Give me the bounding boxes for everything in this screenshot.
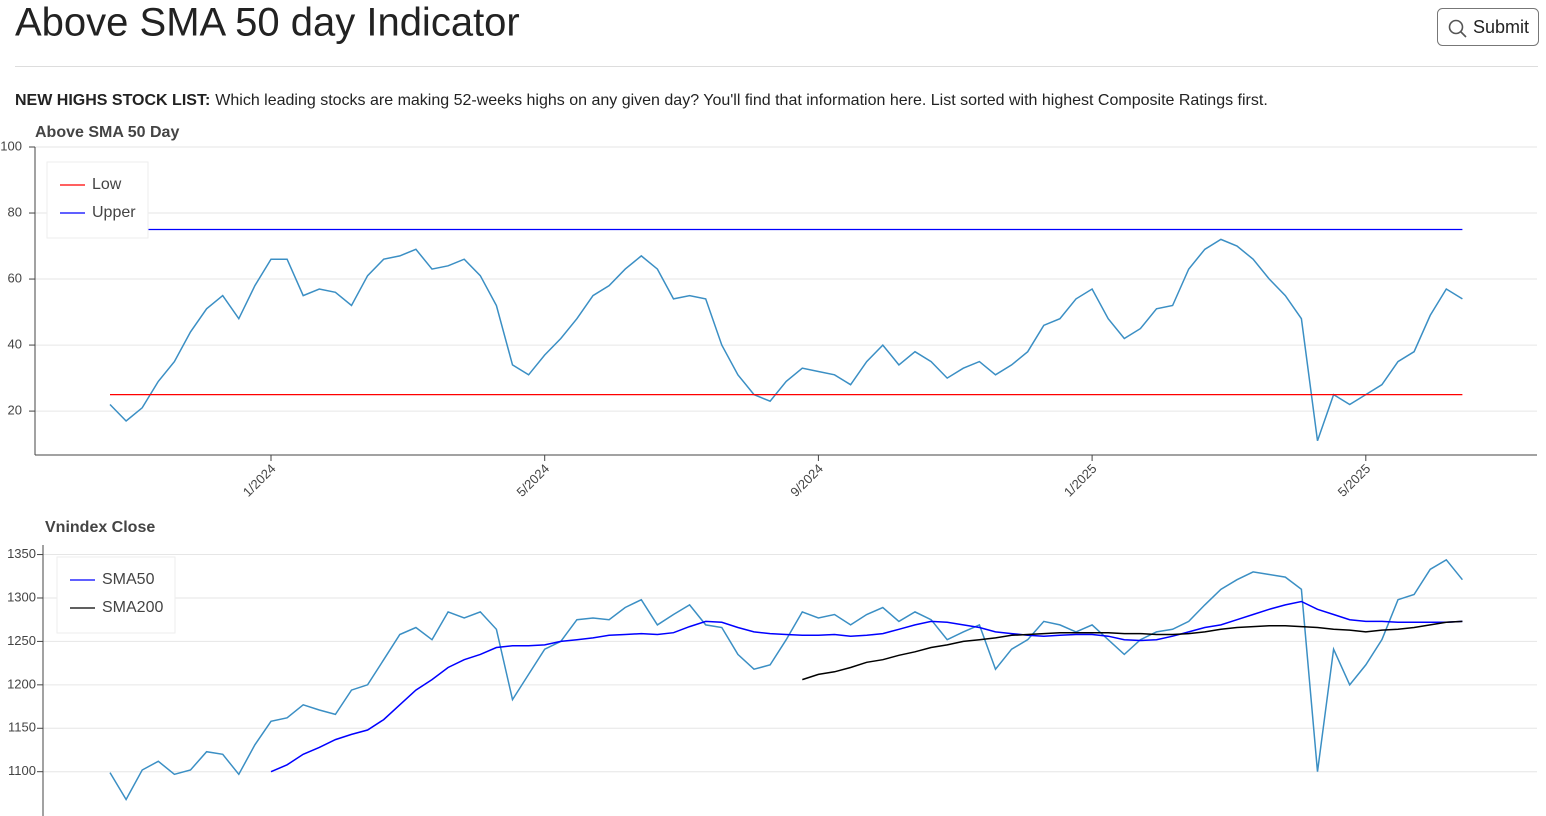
button-label[interactable]: Submit xyxy=(1473,17,1529,37)
x-tick-label: 9/2024 xyxy=(787,461,826,500)
legend-label: Low xyxy=(92,176,122,193)
chart-title: Vnindex Close xyxy=(45,519,155,536)
legend xyxy=(46,161,149,239)
series-line xyxy=(270,600,1463,773)
intro-text: Which leading stocks are making 52-weeks… xyxy=(215,92,1268,109)
legend xyxy=(56,556,176,634)
search-icon[interactable] xyxy=(1448,19,1464,35)
y-tick-label: 1100 xyxy=(8,763,36,778)
intro: NEW HIGHS STOCK LIST: Which leading stock… xyxy=(15,92,1268,109)
legend-label: SMA50 xyxy=(102,571,155,588)
y-tick-label: 1300 xyxy=(7,589,36,604)
y-tick-label: 80 xyxy=(8,204,22,219)
series-line xyxy=(802,620,1463,681)
x-tick-label: 5/2024 xyxy=(514,461,553,500)
legend-label: Upper xyxy=(92,204,136,221)
y-tick-label: 1150 xyxy=(8,720,36,735)
series-line xyxy=(109,558,1463,802)
chart: Above SMA 50 Day 20 40 60 80 100 1/2024 5/2024 9… xyxy=(0,124,1537,500)
y-tick-label: 40 xyxy=(8,337,22,352)
page-title: Above SMA 50 day Indicator xyxy=(15,1,520,45)
submit-button[interactable]: Submit xyxy=(1437,8,1539,46)
x-tick-label: 5/2025 xyxy=(1335,461,1374,500)
x-tick-label: 1/2025 xyxy=(1061,461,1100,500)
y-tick-label: 60 xyxy=(8,270,22,285)
chart: Vnindex Close 1100 1150 1200 1250 1300 1350 SMA… xyxy=(7,519,1537,816)
y-tick-label: 1350 xyxy=(7,546,36,561)
y-tick-label: 1200 xyxy=(7,676,36,691)
intro-lead: NEW HIGHS STOCK LIST: xyxy=(15,92,210,109)
button-frame[interactable] xyxy=(1437,8,1539,46)
chart-title: Above SMA 50 Day xyxy=(35,124,179,141)
search-icon-handle[interactable] xyxy=(1460,31,1467,38)
y-tick-label: 100 xyxy=(0,138,22,153)
y-tick-label: 1250 xyxy=(7,633,36,648)
x-tick-label: 1/2024 xyxy=(240,461,279,500)
series-line xyxy=(109,238,1463,442)
legend-label: SMA200 xyxy=(102,599,163,616)
y-tick-label: 20 xyxy=(8,403,22,418)
